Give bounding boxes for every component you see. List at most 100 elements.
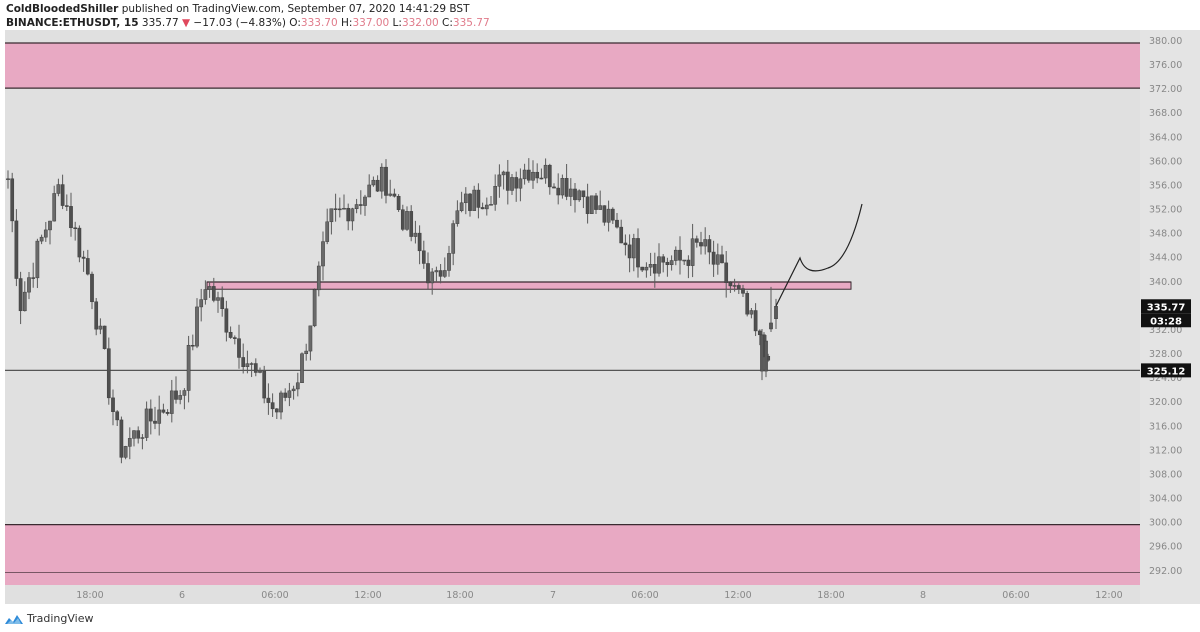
candle (190, 334, 195, 351)
candle (90, 271, 94, 310)
projection-path-drawing[interactable] (775, 203, 863, 307)
candle (153, 406, 157, 430)
candle (300, 352, 304, 383)
candle (115, 410, 120, 427)
candle (753, 303, 758, 337)
candle (119, 416, 124, 464)
candle (60, 174, 65, 210)
candle (106, 337, 111, 405)
brand-name: TradingView (27, 612, 94, 625)
candle (77, 225, 82, 263)
time-tick-label: 06:00 (1002, 590, 1029, 601)
time-tick-label: 06:00 (261, 590, 288, 601)
support-zone[interactable] (5, 524, 1140, 573)
candle (241, 343, 246, 374)
candle (203, 280, 208, 305)
candle (619, 219, 624, 244)
candle (430, 268, 435, 295)
resistance-zone[interactable] (5, 43, 1140, 89)
candle (316, 261, 321, 297)
price-change: −17.03 (−4.83%) (193, 17, 286, 29)
price-tick-label: 360.00 (1149, 156, 1182, 167)
candle (18, 271, 23, 325)
candle-body (769, 322, 773, 330)
candle (694, 235, 699, 248)
candle (644, 262, 649, 278)
flip-zone[interactable] (207, 282, 851, 290)
candle (102, 325, 107, 350)
time-tick-label: 12:00 (724, 590, 751, 601)
candle (379, 163, 384, 199)
candle (174, 376, 178, 404)
candle (304, 343, 309, 361)
candle (35, 238, 40, 289)
candle (636, 228, 640, 278)
candle (665, 257, 670, 277)
candle (543, 158, 548, 184)
candle (484, 197, 489, 216)
candle (132, 430, 136, 447)
candle (585, 183, 590, 224)
candle (451, 220, 456, 266)
candle (442, 257, 447, 278)
price-tick-label: 340.00 (1149, 277, 1182, 288)
candle (711, 240, 716, 277)
candle (98, 318, 103, 335)
candle (127, 427, 132, 460)
candle (648, 252, 653, 276)
candle (123, 445, 128, 460)
open-value: 333.70 (300, 17, 338, 29)
price-tick-label: 376.00 (1149, 60, 1182, 71)
candle (606, 200, 611, 232)
candle (413, 220, 418, 244)
candle (249, 362, 254, 378)
candle (392, 188, 397, 198)
candle (434, 266, 439, 282)
plot-area[interactable] (5, 30, 1140, 604)
candle (52, 185, 57, 222)
tradingview-cloud-icon (5, 614, 23, 624)
candle (417, 225, 422, 265)
candle (94, 298, 99, 336)
candle (73, 221, 78, 241)
price-tick-label: 332.00 (1149, 325, 1182, 336)
candle (463, 187, 468, 215)
candle (602, 205, 607, 226)
candle (308, 325, 313, 361)
candle (337, 197, 342, 218)
candle (673, 246, 678, 266)
time-tick-label: 18:00 (446, 590, 473, 601)
candle (749, 307, 754, 319)
candle (598, 190, 603, 210)
candle (438, 264, 443, 284)
candle (703, 227, 708, 255)
price-tick-label: 312.00 (1149, 445, 1182, 456)
candle (678, 236, 682, 275)
candle (375, 175, 380, 193)
candle (745, 290, 750, 317)
candle (270, 393, 275, 417)
author-name[interactable]: ColdBloodedShiller (6, 3, 119, 15)
price-tick-label: 300.00 (1149, 518, 1182, 529)
close-label: C: (442, 17, 453, 29)
candle (333, 193, 338, 222)
candle (741, 284, 745, 297)
candle (363, 194, 367, 216)
flip-zone-border (206, 281, 852, 290)
price-tick-label: 364.00 (1149, 132, 1182, 143)
time-axis[interactable] (5, 585, 1140, 604)
candle (631, 233, 636, 272)
price-tick-label: 372.00 (1149, 84, 1182, 95)
candle (148, 399, 153, 435)
candle (610, 207, 615, 224)
candle (279, 390, 283, 420)
candle (535, 163, 540, 184)
candle (526, 158, 531, 183)
candle (165, 409, 170, 416)
candle (295, 372, 300, 397)
candle (329, 208, 334, 235)
tradingview-logo[interactable]: TradingView (4, 612, 93, 625)
candle (350, 207, 355, 231)
candle (388, 179, 393, 197)
